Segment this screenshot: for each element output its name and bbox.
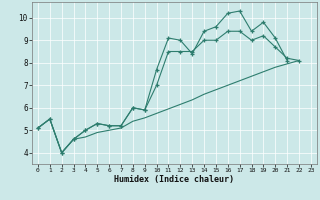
X-axis label: Humidex (Indice chaleur): Humidex (Indice chaleur) (115, 175, 234, 184)
